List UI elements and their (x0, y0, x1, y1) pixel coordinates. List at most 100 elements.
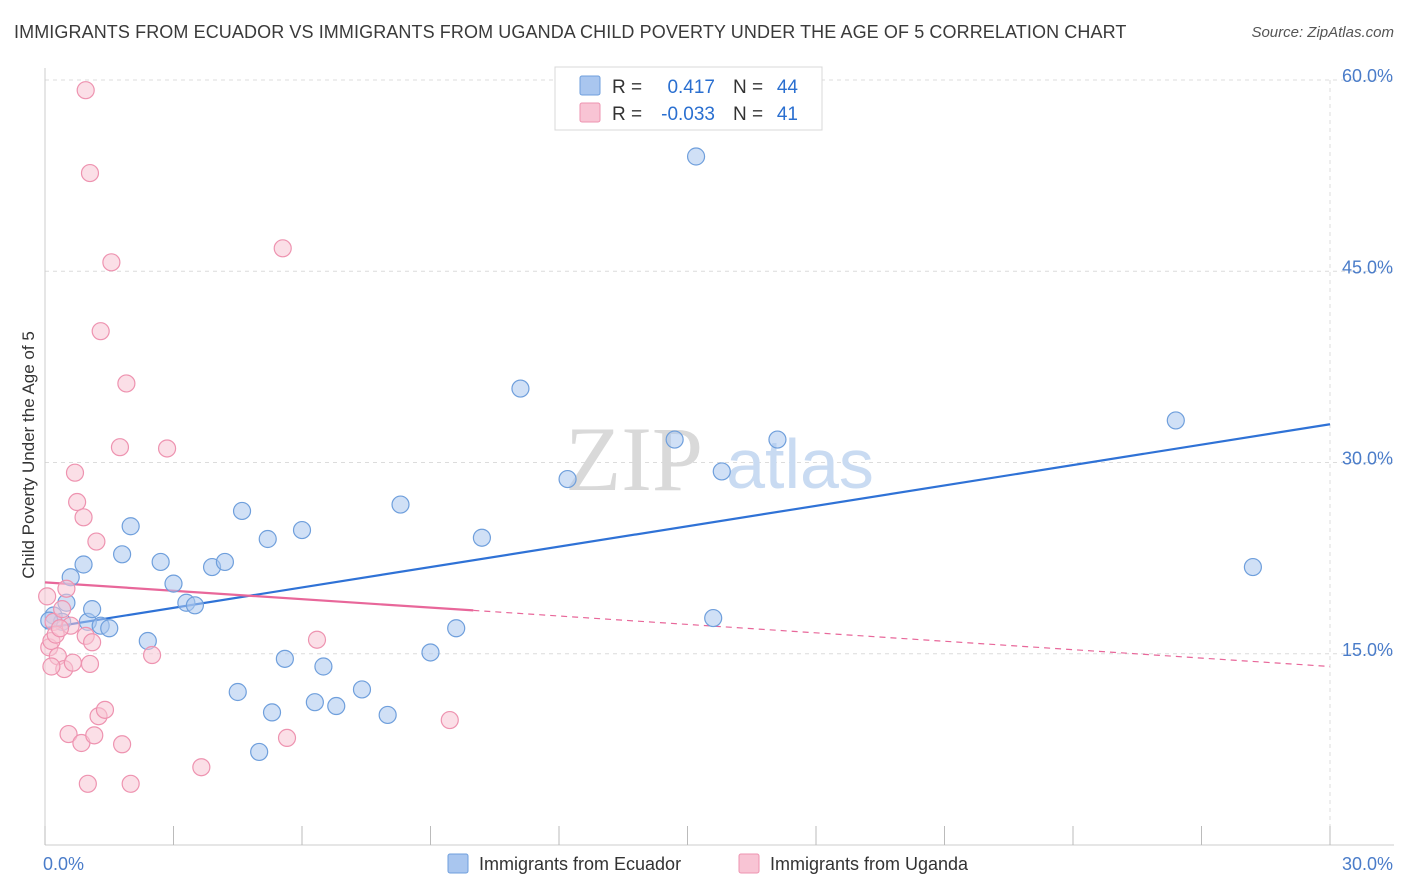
trendline-ecuador (44, 423, 1331, 630)
point-uganda (53, 600, 72, 619)
point-ecuador (558, 469, 577, 489)
series-legend: Immigrants from Ecuador Immigrants from … (447, 853, 969, 874)
point-ecuador (421, 643, 440, 662)
watermark-zip: ZIP (565, 408, 703, 510)
legend-n-value-ecuador: 44 (777, 77, 799, 98)
point-uganda (110, 438, 130, 457)
legend-swatch-ecuador (579, 75, 601, 96)
point-uganda (80, 654, 100, 674)
point-ecuador (151, 552, 170, 572)
point-ecuador (314, 657, 333, 676)
point-ecuador (164, 574, 183, 593)
y-tick-label: 45.0% (1342, 257, 1393, 277)
point-uganda (87, 532, 106, 551)
point-uganda (50, 619, 70, 638)
point-ecuador (185, 596, 205, 615)
point-uganda (157, 439, 177, 458)
point-uganda (102, 253, 121, 272)
point-uganda (83, 633, 102, 652)
point-uganda (121, 774, 140, 793)
trendline-uganda-extension (473, 609, 1331, 668)
point-ecuador (391, 495, 410, 514)
legend-n-value-uganda: 41 (777, 104, 798, 125)
legend-r-label-uganda: R = (612, 104, 642, 125)
point-ecuador (215, 552, 234, 572)
chart-title: IMMIGRANTS FROM ECUADOR VS IMMIGRANTS FR… (14, 22, 1127, 42)
point-uganda (273, 239, 292, 258)
point-ecuador (704, 608, 723, 628)
point-ecuador (250, 742, 269, 762)
point-ecuador (100, 619, 119, 638)
point-ecuador (511, 379, 530, 398)
point-uganda (117, 374, 136, 393)
data-points (38, 81, 1263, 793)
watermark-atlas: atlas (726, 425, 874, 503)
trend-lines (44, 423, 1331, 668)
chart-source: Source: ZipAtlas.com (1251, 24, 1394, 41)
x-tick-labels: 0.0% 30.0% (43, 854, 1393, 874)
series-label-uganda: Immigrants from Uganda (770, 854, 969, 874)
point-uganda (59, 724, 78, 744)
point-uganda (277, 728, 297, 748)
point-ecuador (1166, 411, 1185, 430)
point-uganda (78, 774, 97, 793)
series-swatch-uganda (738, 853, 760, 874)
y-tick-labels: 15.0% 30.0% 45.0% 60.0% (1342, 66, 1393, 660)
point-ecuador (712, 462, 731, 481)
point-uganda (42, 657, 61, 676)
point-ecuador (768, 430, 787, 449)
point-ecuador (1243, 557, 1263, 577)
point-ecuador (472, 528, 491, 547)
y-tick-label: 60.0% (1342, 66, 1393, 86)
point-uganda (112, 735, 132, 754)
point-ecuador (686, 147, 706, 166)
y-tick-label: 15.0% (1342, 640, 1393, 660)
point-ecuador (665, 430, 684, 449)
point-ecuador (74, 555, 93, 574)
legend-r-value-uganda: -0.033 (661, 104, 715, 125)
legend-n-label-ecuador: N = (733, 77, 763, 98)
y-axis-title: Child Poverty Under the Age of 5 (19, 331, 38, 579)
point-ecuador (228, 682, 247, 702)
point-uganda (142, 645, 162, 665)
point-ecuador (262, 703, 282, 722)
point-uganda (85, 726, 104, 745)
point-uganda (65, 463, 85, 482)
point-uganda (192, 758, 211, 777)
point-ecuador (327, 696, 346, 716)
point-ecuador (305, 693, 324, 712)
trendline-uganda (44, 581, 474, 612)
x-tick-label: 0.0% (43, 854, 84, 874)
point-uganda (63, 653, 82, 672)
point-uganda (38, 587, 57, 606)
point-uganda (74, 508, 93, 527)
point-ecuador (121, 517, 140, 536)
point-uganda (57, 579, 76, 598)
point-uganda (80, 163, 100, 183)
point-ecuador (447, 619, 466, 638)
point-uganda (91, 322, 110, 341)
point-ecuador (232, 501, 252, 521)
x-tick-label: 30.0% (1342, 854, 1393, 874)
point-uganda (440, 710, 459, 730)
point-ecuador (352, 680, 372, 699)
y-tick-label: 30.0% (1342, 449, 1393, 469)
point-uganda (307, 630, 327, 649)
point-uganda (95, 700, 115, 719)
series-label-ecuador: Immigrants from Ecuador (479, 854, 681, 874)
point-ecuador (112, 545, 132, 564)
point-ecuador (83, 600, 102, 619)
legend-r-label-ecuador: R = (612, 77, 642, 98)
legend-r-value-ecuador: 0.417 (667, 77, 715, 98)
point-ecuador (378, 705, 397, 725)
stats-legend: R = 0.417 N = 44 R = -0.033 N = 41 (554, 66, 823, 131)
grid-lines (45, 79, 1394, 845)
point-uganda (76, 81, 95, 100)
point-ecuador (258, 529, 277, 549)
series-swatch-ecuador (447, 853, 469, 874)
watermark: ZIP atlas (565, 408, 874, 510)
point-uganda (68, 492, 87, 512)
point-ecuador (275, 649, 294, 668)
point-ecuador (292, 520, 312, 540)
